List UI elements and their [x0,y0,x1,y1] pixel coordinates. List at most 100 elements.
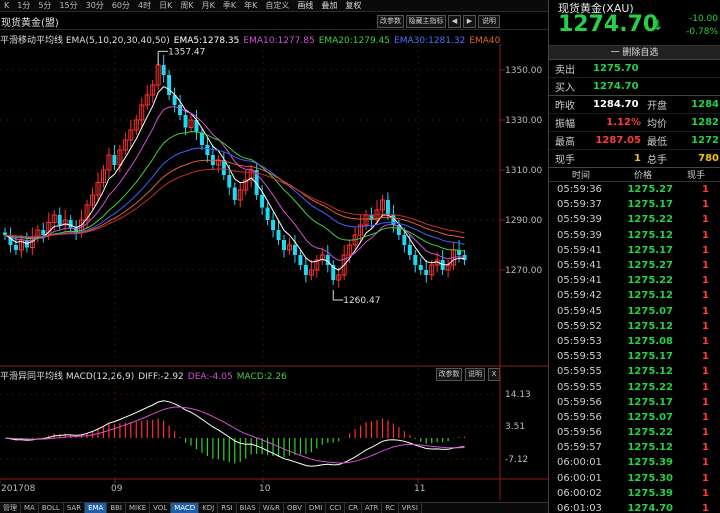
macd-help-button[interactable]: 说明 [465,368,485,381]
candle-body-up [347,244,353,256]
candle-body-down [254,170,259,195]
period-5[interactable]: 60分 [111,0,130,10]
tab-obv[interactable]: OBV [284,503,306,513]
tab-ma[interactable]: MA [21,503,39,513]
low-label: 最低 [647,137,667,148]
tab-rsi[interactable]: RSI [218,503,237,513]
candle-body-down [227,175,232,188]
period-10[interactable]: 季K [222,0,237,10]
low-value: 1272 [691,135,719,146]
tab-wr[interactable]: W&R [260,503,284,513]
tab-ema[interactable]: EMA [85,503,108,513]
tick-price: 1275.07 [627,411,673,423]
tab-atr[interactable]: ATR [362,503,383,513]
price-axis-label: 1330.00 [505,116,542,126]
candle-body-up [117,149,123,166]
period-1[interactable]: 1分 [17,0,31,10]
tab-vrsi[interactable]: VRSI [399,503,422,513]
tick-header-volume: 现手 [686,171,705,181]
macd-edit-params-button[interactable]: 改参数 [436,368,462,381]
tick-volume: 1 [702,442,709,454]
tick-time: 05:59:37 [557,199,602,211]
candle-body-down [424,270,429,275]
candle-body-down [276,230,281,240]
period-6[interactable]: 4时 [138,0,152,10]
tick-time: 05:59:41 [557,244,602,256]
remove-watchlist-button[interactable]: 一 删除自选 [549,46,720,60]
candle-body-down [457,250,462,255]
period-11[interactable]: 年K [244,0,258,10]
candle-body-down [303,265,308,275]
tick-time: 05:59:45 [557,305,602,317]
edit-params-button[interactable]: 改参数 [377,15,404,28]
candle-body-up [18,239,24,251]
candle-body-up [286,244,292,251]
tick-time: 05:59:56 [557,411,602,423]
tab-dmi[interactable]: DMI [306,503,327,513]
candle-body-down [13,245,18,250]
tick-volume: 1 [702,320,709,332]
tab-macd[interactable]: MACD [171,503,200,513]
tick-row: 05:59:36 1275.27 1 [549,182,720,197]
dea-value: DEA:-4.05 [187,372,233,382]
candle-body-up [62,219,68,226]
ema50-line [4,168,465,238]
buy-value: 1274.70 [593,81,639,92]
high-value: 1287.05 [595,135,641,146]
tab-vol[interactable]: VOL [150,503,172,513]
tick-row: 06:00:02 1275.39 1 [549,486,720,501]
tab-bias[interactable]: BIAS [237,503,260,513]
tick-row: 05:59:56 1275.22 1 [549,425,720,440]
tick-time: 05:59:36 [557,184,602,196]
period-2[interactable]: 5分 [38,0,52,10]
tick-price: 1275.12 [627,320,673,332]
next-arrow-button[interactable]: ▶ [463,15,476,28]
tick-list[interactable]: 05:59:36 1275.27 1 05:59:37 1275.17 1 05:59:39… [549,182,720,513]
tab-mike[interactable]: MIKE [126,503,151,513]
tick-row: 05:59:41 1275.22 1 [549,273,720,288]
tick-price: 1275.27 [627,184,673,196]
candle-body-up [308,269,314,276]
buy-row: 买入 1274.70 [549,78,720,96]
tick-row: 05:59:52 1275.12 1 [549,319,720,334]
tick-time: 05:59:56 [557,396,602,408]
period-8[interactable]: 周K [180,0,194,10]
tab-rc[interactable]: RC [382,503,399,513]
tab-bbi[interactable]: BBI [107,503,126,513]
period-12[interactable]: 自定义 [265,0,290,10]
tab-cr[interactable]: CR [345,503,362,513]
candle-body-down [178,105,183,115]
period-9[interactable]: 月K [201,0,215,10]
period-4[interactable]: 30分 [85,0,104,10]
period-0[interactable]: K [4,0,10,10]
tool-1[interactable]: 叠加 [321,0,338,10]
tick-row: 05:59:53 1275.17 1 [549,349,720,364]
candle-body-up [144,94,150,106]
ema10-line [4,106,465,261]
low-annotation: 1260.47 [343,296,380,306]
prev-arrow-button[interactable]: ◀ [448,15,461,28]
tool-2[interactable]: 复权 [345,0,362,10]
hide-main-indicator-button[interactable]: 隐藏主指标 [406,15,446,28]
period-7[interactable]: 日K [159,0,173,10]
tick-price: 1275.17 [627,396,673,408]
tick-row: 05:59:45 1275.07 1 [549,304,720,319]
tab-sar[interactable]: SAR [64,503,86,513]
ema20-value: EMA20:1279.45 [318,36,391,46]
tick-time: 06:00:02 [557,487,602,499]
candle-body-up [100,169,106,183]
help-button[interactable]: 说明 [478,15,500,28]
tab-boll[interactable]: BOLL [39,503,64,513]
tab-cci[interactable]: CCI [326,503,346,513]
quote-change: -10.00 [688,14,718,24]
candlestick-chart[interactable]: 1350.00 1330.00 1310.00 1290.00 1270.00 14.13… [0,31,548,502]
tool-0[interactable]: 画线 [297,0,314,10]
tick-price: 1275.30 [627,472,673,484]
tab-[interactable]: 管理 [0,503,21,513]
quote-name: 现货黄金(XAU) [558,2,634,15]
sell-label: 卖出 [555,65,575,76]
period-3[interactable]: 15分 [59,0,78,10]
sell-value: 1275.70 [593,63,639,74]
tab-kdj[interactable]: KDJ [199,503,219,513]
tick-header-price: 价格 [633,171,652,181]
